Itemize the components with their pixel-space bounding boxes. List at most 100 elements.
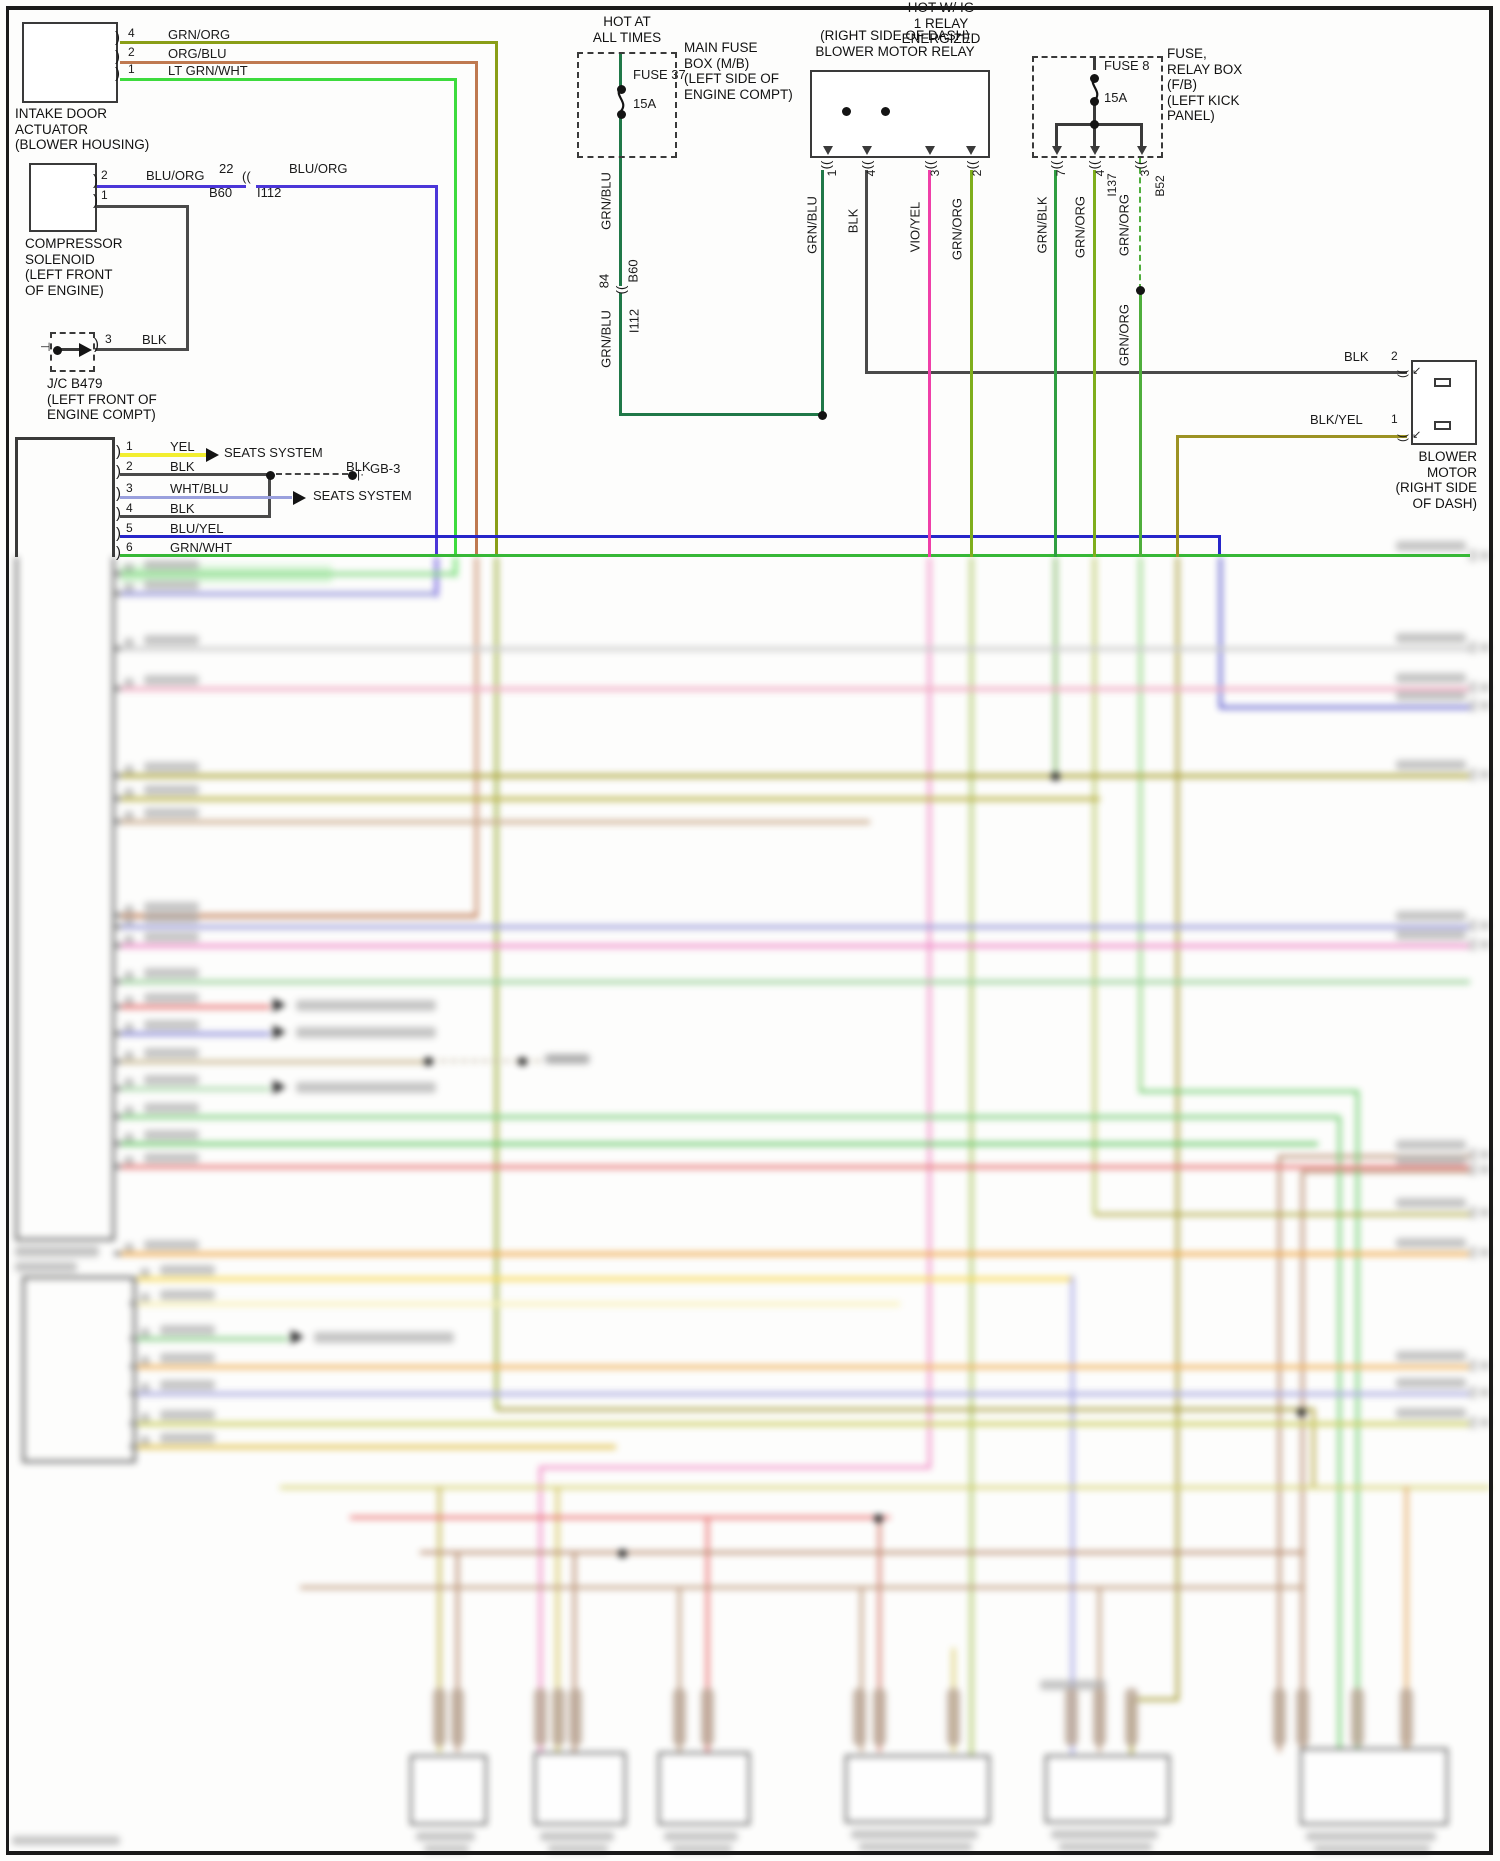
wire-label: GRN/BLU [598, 172, 614, 230]
component-box [810, 70, 990, 158]
wire-label: GRN/BLU [598, 310, 614, 368]
wire [120, 473, 271, 476]
wire-label: 1 [825, 169, 839, 177]
component-box [22, 22, 118, 103]
wire-label: 3 [928, 169, 942, 177]
wire [114, 913, 121, 918]
blurred-text [144, 1153, 199, 1163]
wire [539, 1466, 931, 1469]
wire [1278, 1155, 1281, 1752]
arrow-icon [273, 1025, 286, 1039]
wire [22, 1276, 25, 1462]
wire [280, 1486, 1490, 1489]
wire [1176, 435, 1179, 557]
wire [120, 1115, 1338, 1119]
wire-label: (( [1086, 160, 1102, 170]
wire [112, 437, 115, 557]
wire [256, 185, 437, 188]
wire [114, 591, 121, 596]
component-box [1434, 421, 1451, 430]
blurred-text [1468, 1416, 1478, 1429]
blurred-text [140, 1268, 150, 1277]
wire-label: 1 [128, 62, 135, 76]
blurred-text [144, 560, 199, 570]
blurred-text [140, 1293, 150, 1302]
blurred-text [1040, 1680, 1106, 1690]
blurred-text [144, 913, 199, 923]
junction-dot [423, 1056, 433, 1066]
wire-label: (( [1395, 370, 1409, 378]
wire-label: BLU/ORG [289, 161, 348, 176]
main-fuse-box-label: MAIN FUSE BOX (M/B) (LEFT SIDE OF ENGINE… [684, 40, 793, 102]
component-box [1434, 378, 1451, 387]
arrow-down-icon [1090, 146, 1100, 155]
blurred-text [314, 1332, 454, 1343]
wire-label: GRN/ORG [168, 27, 231, 42]
arrow-icon [79, 343, 92, 357]
blurred-text [124, 563, 134, 572]
blurred-text [124, 788, 134, 797]
wire [678, 1586, 681, 1752]
blurred-text [124, 1106, 134, 1115]
bottom-component-box [845, 1755, 990, 1823]
wire-label: 1 [1391, 412, 1398, 426]
wire [22, 1460, 136, 1463]
wire [1093, 125, 1096, 147]
wire-label: (( [1395, 434, 1409, 442]
arrow-icon [273, 1080, 286, 1094]
blurred-text [1468, 641, 1478, 654]
wire-label: ) [116, 463, 121, 480]
connector-capsule [534, 1688, 547, 1746]
junction-dot [347, 470, 357, 480]
wire-label: ) [116, 544, 121, 561]
connector-capsule [433, 1688, 446, 1746]
wire-label: BLK [170, 459, 195, 474]
wire [136, 1365, 1470, 1369]
wire [456, 1551, 459, 1752]
wire [619, 413, 824, 416]
wire [136, 1302, 900, 1306]
seats-system-label-2: SEATS SYSTEM [313, 488, 412, 503]
wire [186, 205, 189, 351]
component-box [29, 163, 97, 232]
component-box [50, 332, 95, 372]
blurred-text [416, 1832, 475, 1841]
bottom-component-box [1045, 1755, 1170, 1823]
blurred-text [124, 765, 134, 774]
connector-capsule [853, 1688, 866, 1746]
wire [120, 554, 1470, 557]
wire [1338, 1116, 1341, 1750]
blurred-text [1396, 760, 1466, 770]
blurred-text [140, 1383, 150, 1392]
wire [1139, 290, 1142, 557]
wire [15, 437, 115, 440]
blurred-text [160, 1353, 215, 1363]
blurred-text [1481, 1150, 1489, 1159]
wire-label: I137 [1105, 173, 1119, 197]
blurred-text [144, 1020, 199, 1030]
wire-label: ⊣ [40, 340, 51, 354]
fuse8-label: FUSE 8 [1104, 58, 1150, 73]
junction-dot [817, 410, 827, 420]
connector-capsule [1273, 1688, 1286, 1746]
wire [114, 979, 121, 984]
junction-dot [1050, 771, 1060, 781]
wire-label: GRN/WHT [170, 540, 233, 555]
bottom-component-box [658, 1752, 750, 1825]
wire [475, 61, 478, 557]
wire [6, 6, 9, 1855]
blurred-text [1481, 1248, 1489, 1257]
wire-label: BLK [845, 208, 861, 234]
arrow-down-icon [862, 146, 872, 155]
wire [556, 1486, 559, 1752]
wire [114, 773, 121, 778]
blurred-text [1481, 1388, 1489, 1397]
connector-capsule [873, 1688, 886, 1746]
wire [120, 78, 456, 81]
wire [1055, 123, 1143, 126]
blurred-text [124, 678, 134, 687]
junction-dot [1135, 285, 1145, 295]
wire [1176, 557, 1179, 1700]
wire-label: GRN/ORG [949, 197, 965, 261]
